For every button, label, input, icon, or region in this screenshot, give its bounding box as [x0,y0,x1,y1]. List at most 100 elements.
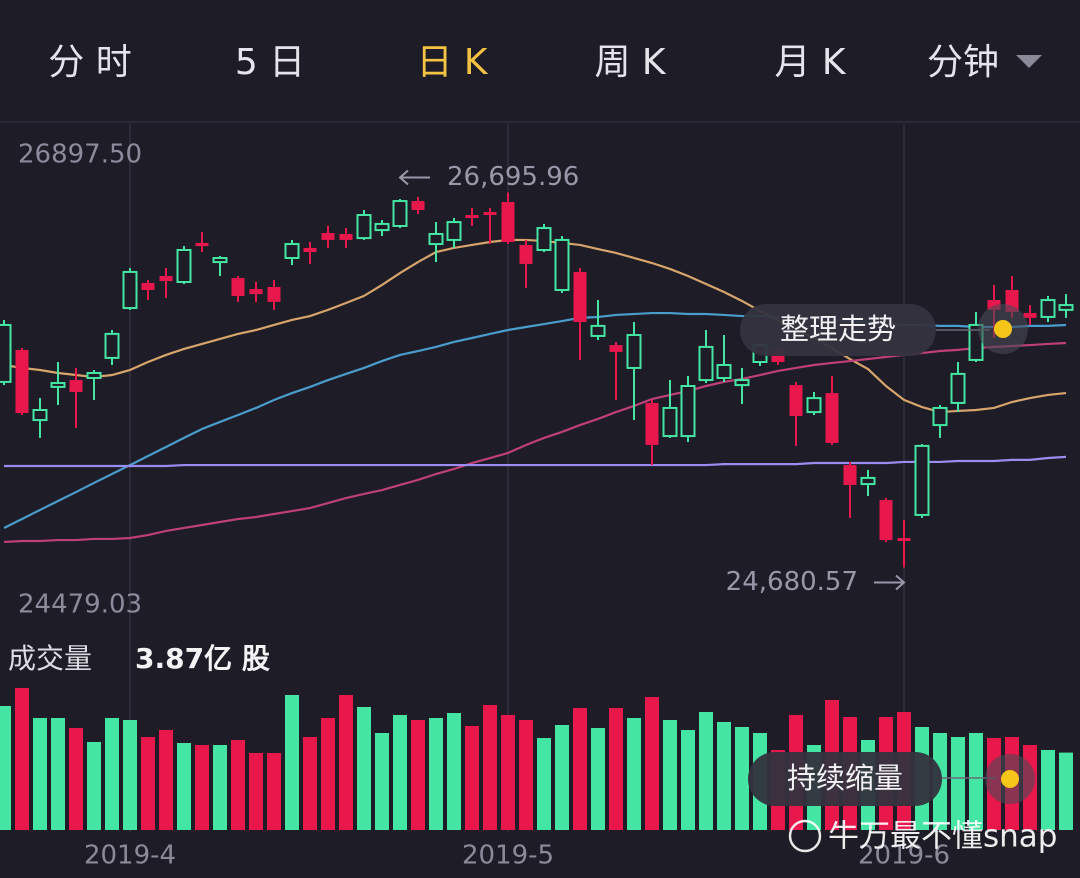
candle-body [987,300,1001,310]
candle-body [501,201,515,242]
tab[interactable]: 日 K [416,42,488,83]
volume-bar [231,740,245,830]
volume-bar [249,753,263,830]
volume-bar [87,742,101,830]
x-tick-label: 2019-5 [462,841,554,871]
candle-body [573,271,587,322]
volume-bar [303,737,317,830]
y-tick-label: 26897.50 [18,140,142,170]
x-tick-label: 2019-4 [84,841,176,871]
volume-title: 成交量 [8,642,92,675]
candle-body [303,247,317,253]
volume-bar [339,695,353,830]
tab[interactable]: 分钟 [927,42,999,83]
candle-body [195,242,209,247]
volume-bar [429,718,443,830]
candle-body [392,200,408,227]
badge-dot[interactable] [1001,770,1019,788]
watermark: 牛万最不懂snap [828,819,1057,855]
candle-body [1023,313,1037,318]
overlay-layer: 整理走势 持续缩量 成交量 3.87亿 股 牛万最不懂snap [8,304,1057,855]
badge-pill [740,304,936,356]
ma-line [4,455,1067,468]
candle-body [0,323,12,383]
volume-bar [465,726,479,830]
candle-body [446,221,462,241]
tab-bar: 分 时 5 日 日 K 周 K 月 K 分钟 [48,42,1042,83]
tab[interactable]: 月 K [774,42,846,83]
volume-bar [519,720,533,830]
candle-body [15,349,29,413]
volume-bar [285,695,299,830]
candle-body [932,406,948,427]
volume-bar [627,718,641,830]
candle-body [879,500,893,541]
candle-body [284,243,300,259]
candle-body [843,465,857,485]
candle-body [321,233,335,240]
candle-body [626,334,642,369]
volume-bar [663,720,677,830]
candle-body [141,282,155,290]
volume-bar [735,727,749,830]
candle-body [212,256,228,264]
volume-current: 3.87亿 股 [135,642,270,675]
volume-bar [33,718,47,830]
y-tick-label: 24479.03 [18,590,142,620]
candle-body [267,287,281,302]
candle-body [734,379,750,387]
volume-bar [699,712,713,830]
candle-body [897,538,911,541]
volume-bar [321,718,335,830]
candle-body [554,238,570,291]
candle-body [69,380,83,392]
volume-bar [105,718,119,830]
candle-body [428,232,444,246]
candle-body [339,233,353,240]
watermark-icon [788,819,822,853]
volume-bar [267,753,281,830]
dropdown-arrow[interactable] [1016,55,1042,68]
x-tick-label: 2019-6 [858,841,950,871]
candle-body [411,201,425,210]
candle-body [789,385,803,416]
volume-bar [483,705,497,830]
candle-body [231,278,245,296]
volume-bar [591,728,605,830]
tab[interactable]: 5 日 [235,42,305,83]
max-label: 26,695.96 [447,162,579,192]
badge-text: 持续缩量 [787,761,903,795]
volume-bar [177,743,191,830]
volume-bar [969,733,983,830]
volume-bar [1041,750,1055,830]
candle-body [483,212,497,216]
volume-bar [645,697,659,830]
volume-bar [573,708,587,830]
candle-body [662,406,678,438]
candle-body [122,270,138,310]
candle-body [374,222,390,232]
tab[interactable]: 周 K [594,42,666,83]
candle-body [536,227,552,251]
tab[interactable]: 分 时 [48,42,131,83]
annotation-arrow [398,169,430,186]
volume-bar [555,725,569,830]
volume-bar [0,706,11,830]
volume-bar [195,745,209,830]
volume-bar [537,738,551,830]
volume-bar [411,720,425,830]
candle-body [806,397,822,414]
volume-bar [1059,752,1073,830]
plot-layer: 2019-4 2019-5 2019-6 26897.50 24479.03 26,695… [0,140,1074,871]
candle-body [590,324,606,337]
volume-bar [141,737,155,830]
badge-dot[interactable] [994,320,1012,338]
candle-body [465,215,479,218]
candle-body [680,385,696,438]
volume-bar [951,737,965,830]
candle-body [1040,299,1056,318]
candle-body [860,476,876,486]
candle-body [609,345,623,352]
